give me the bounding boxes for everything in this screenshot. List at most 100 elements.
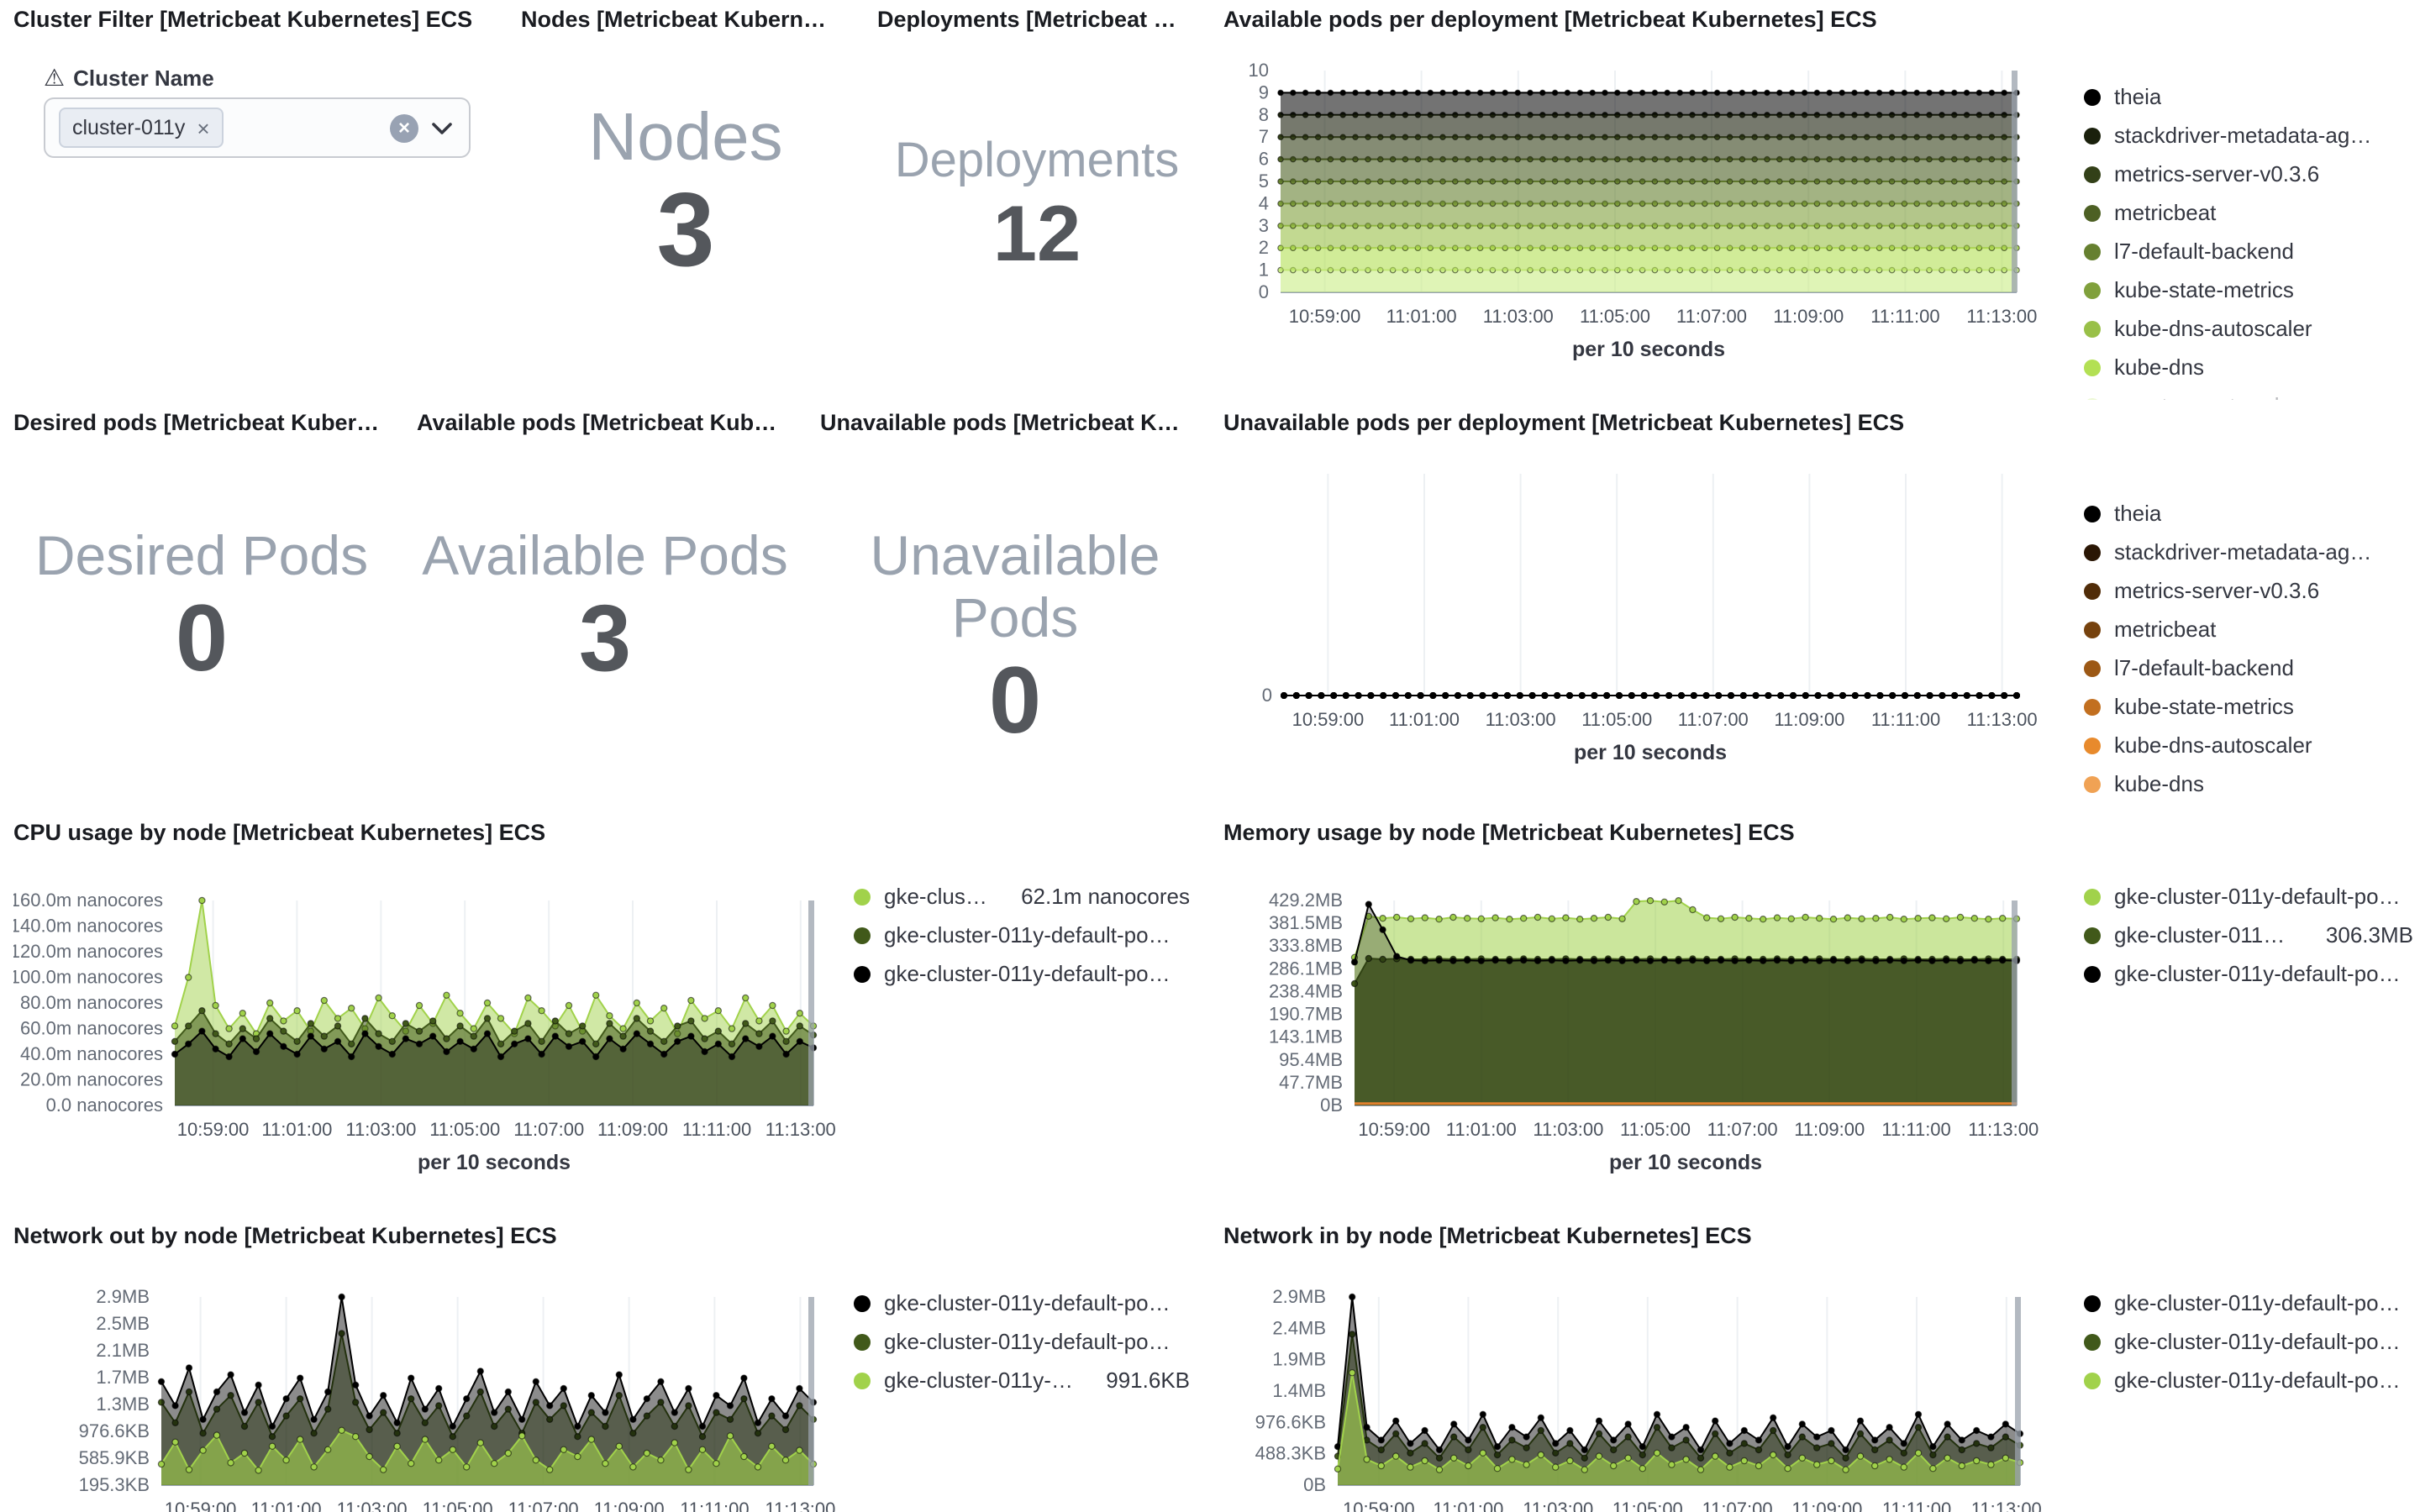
unavailable-pods-per-deployment-chart[interactable]: 10:59:00 11:01:00 11:03:00 11:05:00 11:07:00… bbox=[1223, 440, 2064, 783]
panel-unavailable-pods-per-deployment: Unavailable pods per deployment [Metricb… bbox=[1210, 403, 2420, 810]
metric-label: Available Pods bbox=[422, 524, 788, 586]
network-in-legend: gke-cluster-011y-default-po… gke-cluster-… bbox=[2084, 1284, 2413, 1399]
panel-cluster-filter: Cluster Filter [Metricbeat Kubernetes] E… bbox=[0, 0, 504, 400]
legend-label: kube-dns bbox=[2114, 771, 2204, 796]
legend-label: gke-cluster-011y-default-po… bbox=[2114, 1329, 2401, 1354]
metric-body: Deployments 12 bbox=[864, 0, 1210, 400]
svg-text:381.5MB: 381.5MB bbox=[1269, 912, 1343, 933]
legend-label: gke-cluster-011y-default-po… bbox=[2114, 1368, 2401, 1393]
legend-label: stackdriver-metadata-ag… bbox=[2114, 123, 2372, 148]
metric-value: 3 bbox=[578, 585, 632, 690]
legend-item[interactable]: l7-default-backend bbox=[2084, 648, 2413, 687]
legend-dot bbox=[854, 1372, 871, 1389]
memory-usage-chart[interactable]: 10:59:00 11:01:00 11:03:00 11:05:00 11:07:00… bbox=[1223, 850, 2064, 1193]
legend-item[interactable]: kube-state-metrics bbox=[2084, 687, 2413, 726]
legend-item[interactable]: gke-cluster-011y-default-po… bbox=[854, 1284, 1190, 1322]
legend-label: stackdriver-metadata-ag… bbox=[2114, 539, 2372, 564]
legend-dot bbox=[2084, 165, 2101, 182]
legend-item[interactable]: gke-cluster-011y-default-po… bbox=[2084, 1361, 2413, 1399]
svg-text:40.0m nanocores: 40.0m nanocores bbox=[20, 1043, 163, 1064]
legend-item[interactable]: gke-cluster-011y-default-po… bbox=[2084, 1284, 2413, 1322]
svg-text:195.3KB: 195.3KB bbox=[79, 1474, 150, 1495]
svg-text:160.0m nanocores: 160.0m nanocores bbox=[13, 890, 163, 911]
svg-text:11:03:00: 11:03:00 bbox=[1483, 306, 1554, 327]
cluster-chip[interactable]: cluster-011y × bbox=[59, 108, 224, 148]
svg-text:80.0m nanocores: 80.0m nanocores bbox=[20, 992, 163, 1013]
legend-dot bbox=[854, 927, 871, 943]
metric-value: 0 bbox=[988, 647, 1042, 753]
clear-selection-button[interactable]: × bbox=[390, 113, 418, 142]
cpu-usage-chart[interactable]: 10:59:00 11:01:00 11:03:00 11:05:00 11:07:00… bbox=[10, 850, 854, 1193]
legend-item[interactable]: gke-cluster-011y-default-po… bbox=[2084, 877, 2413, 916]
cluster-filter-combobox[interactable]: cluster-011y × × bbox=[44, 97, 471, 158]
legend-item[interactable]: gke-cluster-011y-default-po… bbox=[2084, 1322, 2413, 1361]
svg-text:11:11:00: 11:11:00 bbox=[1881, 1119, 1950, 1140]
panel-title: CPU usage by node [Metricbeat Kubernetes… bbox=[13, 820, 546, 845]
svg-text:333.8MB: 333.8MB bbox=[1269, 935, 1343, 956]
legend-item[interactable]: kube-dns-autoscaler bbox=[2084, 309, 2413, 348]
legend-item[interactable]: gke-cluste… 62.1m nanocores bbox=[854, 877, 1190, 916]
svg-text:4: 4 bbox=[1259, 192, 1269, 213]
svg-text:0B: 0B bbox=[1303, 1474, 1326, 1495]
legend-item[interactable]: kube-dns-autoscaler bbox=[2084, 726, 2413, 764]
legend-item[interactable]: stackdriver-metadata-ag… bbox=[2084, 116, 2413, 155]
legend-item[interactable]: gke-cluster-011y-d… 991.6KB bbox=[854, 1361, 1190, 1399]
legend-item[interactable]: l7-default-backend bbox=[2084, 232, 2413, 270]
legend-label: gke-cluster-011y-default-po… bbox=[2114, 1290, 2401, 1315]
legend-value: 62.1m nanocores bbox=[1021, 884, 1190, 909]
legend-item[interactable]: gke-cluster-011y-d… 306.3MB bbox=[2084, 916, 2413, 954]
svg-text:585.9KB: 585.9KB bbox=[79, 1447, 150, 1468]
svg-text:11:11:00: 11:11:00 bbox=[682, 1119, 751, 1140]
svg-text:11:07:00: 11:07:00 bbox=[1702, 1499, 1773, 1512]
svg-text:per 10 seconds: per 10 seconds bbox=[1572, 338, 1725, 361]
chip-remove-icon[interactable]: × bbox=[197, 115, 210, 140]
available-pods-per-deployment-chart[interactable]: 10:59:00 11:01:00 11:03:00 11:05:00 11:07:00… bbox=[1223, 37, 2064, 380]
metric-label: Deployments bbox=[894, 134, 1180, 188]
legend-item[interactable]: metricbeat bbox=[2084, 193, 2413, 232]
svg-text:5: 5 bbox=[1259, 171, 1269, 192]
network-in-chart[interactable]: 10:59:00 11:01:00 11:03:00 11:05:00 11:07:00… bbox=[1223, 1253, 2064, 1512]
svg-text:976.6KB: 976.6KB bbox=[79, 1420, 150, 1441]
panel-memory-usage: Memory usage by node [Metricbeat Kuberne… bbox=[1210, 813, 2420, 1213]
panel-cpu-usage: CPU usage by node [Metricbeat Kubernetes… bbox=[0, 813, 1197, 1213]
legend-dot bbox=[854, 965, 871, 982]
legend-item[interactable]: kube-dns bbox=[2084, 348, 2413, 386]
legend-item[interactable]: metrics-server-v0.3.6 bbox=[2084, 155, 2413, 193]
legend-item[interactable]: kube-state-metrics bbox=[2084, 270, 2413, 309]
legend-item[interactable]: kube-dns bbox=[2084, 764, 2413, 803]
legend-item[interactable]: stackdriver-metadata-ag… bbox=[2084, 533, 2413, 571]
legend-item[interactable]: gke-cluster-011y-default-po… bbox=[854, 954, 1190, 993]
chart-svg: 10:59:00 11:01:00 11:03:00 11:05:00 11:07:00… bbox=[79, 1286, 836, 1512]
legend-label: gke-cluster-011y-default-po… bbox=[884, 1329, 1171, 1354]
legend-item[interactable]: theia bbox=[2084, 494, 2413, 533]
legend-item[interactable]: gke-cluster-011y-default-po… bbox=[2084, 954, 2413, 993]
panel-title: Cluster Filter [Metricbeat Kubernetes] E… bbox=[13, 7, 473, 32]
network-out-chart[interactable]: 10:59:00 11:01:00 11:03:00 11:05:00 11:07:00… bbox=[13, 1253, 854, 1512]
svg-text:3: 3 bbox=[1259, 215, 1269, 236]
svg-text:11:09:00: 11:09:00 bbox=[1791, 1499, 1862, 1512]
svg-text:per 10 seconds: per 10 seconds bbox=[418, 1151, 571, 1174]
legend-item[interactable]: gke-cluster-011y-default-po… bbox=[854, 1322, 1190, 1361]
legend-label: gke-cluster-011y-default-po… bbox=[884, 961, 1171, 986]
legend-label: kube-state-metrics bbox=[2114, 694, 2294, 719]
legend-item[interactable]: metricbeat bbox=[2084, 610, 2413, 648]
svg-text:11:07:00: 11:07:00 bbox=[1707, 1119, 1778, 1140]
svg-text:60.0m nanocores: 60.0m nanocores bbox=[20, 1018, 163, 1039]
svg-text:488.3KB: 488.3KB bbox=[1255, 1443, 1326, 1464]
chevron-down-icon[interactable] bbox=[429, 114, 455, 141]
legend-item[interactable]: event-exporter-gke bbox=[2084, 386, 2413, 400]
legend-item[interactable]: theia bbox=[2084, 77, 2413, 116]
svg-text:286.1MB: 286.1MB bbox=[1269, 958, 1343, 979]
svg-text:11:11:00: 11:11:00 bbox=[680, 1499, 749, 1512]
metric-label: Unavailable Pods bbox=[870, 524, 1160, 648]
svg-text:11:07:00: 11:07:00 bbox=[1678, 709, 1749, 730]
legend-dot bbox=[2084, 204, 2101, 221]
panel-available-pods-per-deployment: Available pods per deployment [Metricbea… bbox=[1210, 0, 2420, 400]
legend-item[interactable]: gke-cluster-011y-default-po… bbox=[854, 916, 1190, 954]
legend-label: l7-default-backend bbox=[2114, 239, 2294, 264]
legend-item[interactable]: metrics-server-v0.3.6 bbox=[2084, 571, 2413, 610]
metric-value: 3 bbox=[656, 173, 715, 289]
metric-body: Desired Pods 0 bbox=[0, 403, 403, 810]
svg-text:11:03:00: 11:03:00 bbox=[345, 1119, 416, 1140]
legend-item[interactable]: event-exporter-gke bbox=[2084, 803, 2413, 810]
